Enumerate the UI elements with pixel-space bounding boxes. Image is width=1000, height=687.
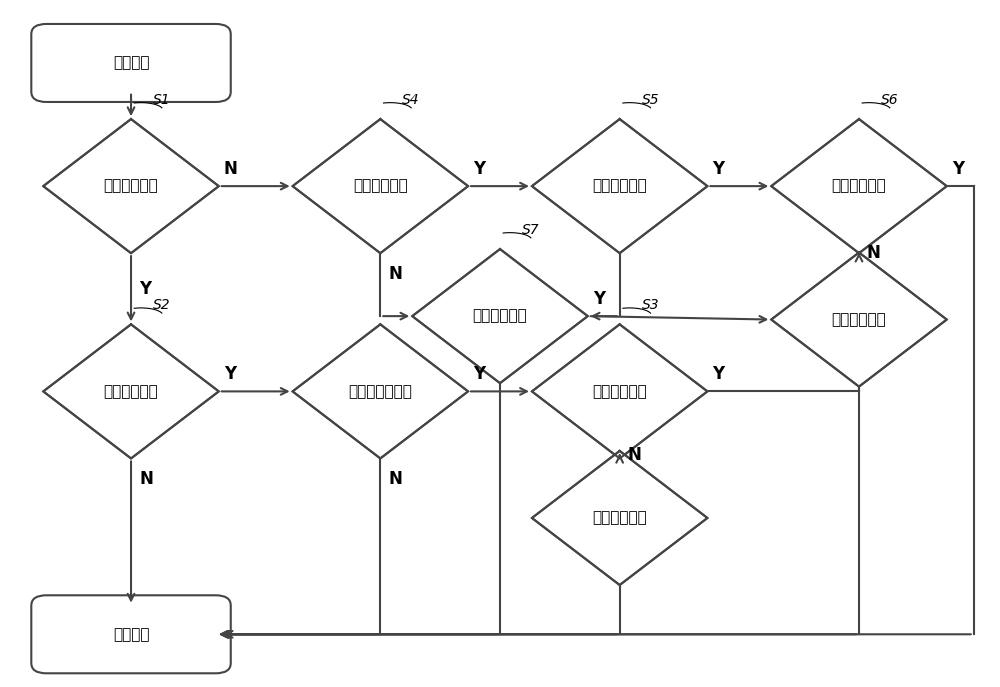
Polygon shape [43, 119, 219, 254]
Text: 选相开始: 选相开始 [113, 56, 149, 71]
Polygon shape [771, 119, 947, 254]
Text: 电压分区判别: 电压分区判别 [104, 384, 158, 399]
Text: S4: S4 [402, 93, 420, 106]
Text: 两相短路判据: 两相短路判据 [592, 179, 647, 194]
Text: S7: S7 [522, 223, 540, 237]
Text: S1: S1 [153, 93, 171, 106]
Text: S6: S6 [881, 93, 899, 106]
Polygon shape [532, 451, 707, 585]
Text: S3: S3 [642, 298, 659, 312]
FancyBboxPatch shape [31, 596, 231, 673]
FancyBboxPatch shape [31, 24, 231, 102]
Text: N: N [388, 470, 402, 488]
Polygon shape [532, 119, 707, 254]
Text: Y: Y [139, 280, 151, 297]
Text: S2: S2 [153, 298, 171, 312]
Polygon shape [43, 324, 219, 458]
Text: 负序电压判据: 负序电压判据 [353, 179, 408, 194]
Text: N: N [867, 244, 881, 262]
Text: 序电压同相判据: 序电压同相判据 [348, 384, 412, 399]
Text: S5: S5 [642, 93, 659, 106]
Text: 三相阻抗判据: 三相阻抗判据 [473, 308, 527, 324]
Text: 零序电压判据: 零序电压判据 [104, 179, 158, 194]
Text: Y: Y [473, 365, 485, 383]
Polygon shape [412, 249, 588, 383]
Text: Y: Y [593, 290, 605, 308]
Text: 选相结束: 选相结束 [113, 627, 149, 642]
Text: N: N [139, 470, 153, 488]
Polygon shape [293, 324, 468, 458]
Polygon shape [532, 324, 707, 458]
Text: Y: Y [952, 160, 964, 178]
Text: N: N [628, 446, 642, 464]
Text: Y: Y [473, 160, 485, 178]
Text: N: N [224, 160, 238, 178]
Text: 阻抗方向判据: 阻抗方向判据 [832, 312, 886, 327]
Text: 相间阻抗判据: 相间阻抗判据 [592, 384, 647, 399]
Text: 接地阻抗判据: 接地阻抗判据 [592, 510, 647, 526]
Text: Y: Y [712, 365, 725, 383]
Text: Y: Y [224, 365, 236, 383]
Polygon shape [293, 119, 468, 254]
Text: Y: Y [712, 160, 725, 178]
Polygon shape [771, 253, 947, 387]
Text: N: N [388, 264, 402, 283]
Text: 相间阻抗判据: 相间阻抗判据 [832, 179, 886, 194]
